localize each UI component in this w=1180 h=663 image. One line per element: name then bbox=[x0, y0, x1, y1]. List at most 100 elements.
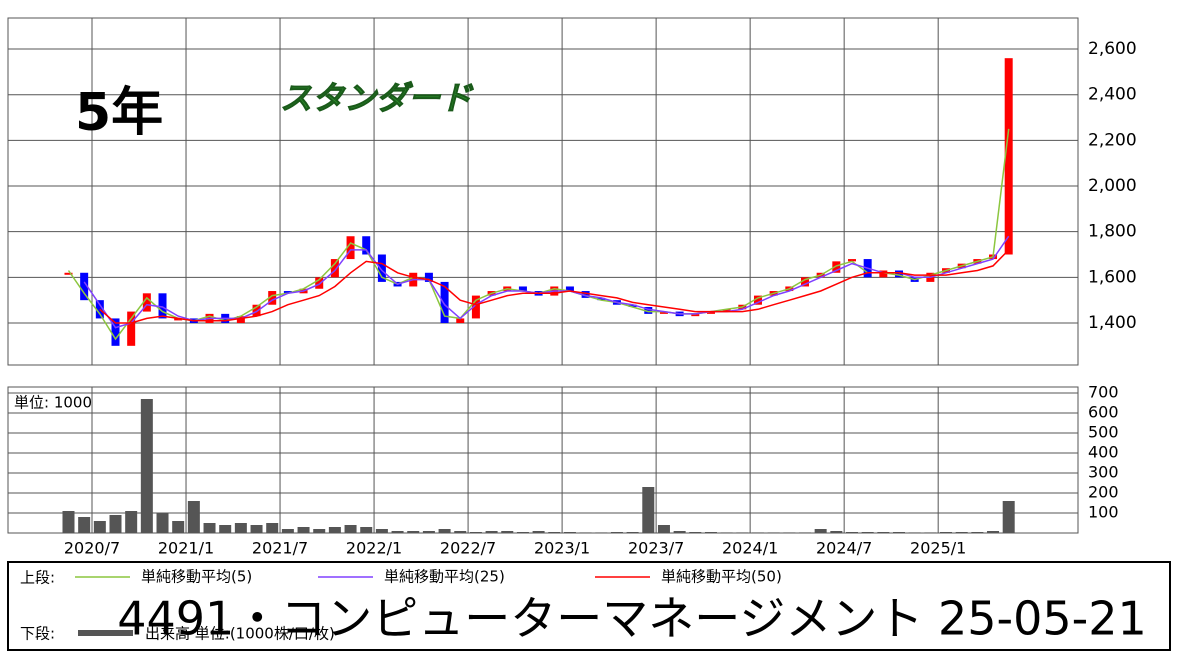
volume-bar bbox=[266, 523, 279, 533]
candle bbox=[236, 316, 245, 323]
volume-bar bbox=[250, 525, 263, 533]
price-panel bbox=[7, 17, 1079, 366]
x-tick-label: 2022/1 bbox=[346, 539, 402, 558]
volume-bar bbox=[689, 532, 702, 533]
candle bbox=[832, 261, 841, 273]
candle bbox=[315, 277, 324, 289]
candle bbox=[628, 304, 637, 308]
candle bbox=[518, 286, 527, 292]
volume-bar bbox=[877, 532, 890, 533]
y-tick-label: 200 bbox=[1088, 483, 1119, 502]
volume-bar bbox=[469, 532, 482, 533]
candle bbox=[158, 293, 167, 319]
legend-label: 単純移動平均(50) bbox=[661, 568, 782, 586]
candle bbox=[879, 270, 888, 278]
x-tick-label: 2020/7 bbox=[64, 539, 120, 558]
volume-bar bbox=[532, 531, 545, 533]
volume-bar bbox=[407, 531, 420, 533]
volume-bar bbox=[187, 501, 200, 533]
volume-bar bbox=[893, 532, 906, 533]
candle bbox=[283, 291, 292, 294]
volume-bar bbox=[908, 532, 921, 533]
market-label: スタンダード bbox=[280, 79, 474, 117]
volume-bar bbox=[172, 521, 185, 533]
candle bbox=[471, 295, 480, 319]
volume-bar bbox=[501, 531, 514, 533]
y-tick-label: 400 bbox=[1088, 443, 1119, 462]
volume-bar bbox=[438, 529, 451, 533]
legend-swatch bbox=[78, 630, 133, 636]
candle bbox=[252, 304, 261, 317]
unit-label: 単位: 1000 bbox=[14, 394, 92, 412]
candle bbox=[268, 291, 277, 305]
candle bbox=[706, 311, 715, 314]
volume-bar bbox=[328, 527, 341, 533]
volume-bar bbox=[125, 511, 138, 533]
volume-bar bbox=[704, 532, 717, 533]
volume-bar bbox=[924, 532, 937, 533]
y-tick-label: 700 bbox=[1088, 383, 1119, 402]
candle bbox=[597, 297, 606, 301]
candle bbox=[1004, 58, 1013, 255]
x-tick-label: 2024/7 bbox=[816, 539, 872, 558]
volume-bar bbox=[830, 531, 843, 533]
volume-bar bbox=[313, 529, 326, 533]
volume-bar bbox=[109, 515, 122, 533]
volume-bar bbox=[360, 527, 373, 533]
ma-line bbox=[99, 249, 1010, 324]
volume-bar bbox=[579, 532, 592, 533]
volume-bar bbox=[203, 523, 216, 533]
volume-bar bbox=[1002, 501, 1015, 533]
chart-title: 4491・コンピューターマネージメント 25-05-21 bbox=[117, 592, 1147, 646]
legend-lower-label: 下段: bbox=[20, 625, 55, 643]
candle bbox=[127, 311, 136, 346]
volume-bar bbox=[93, 521, 106, 533]
x-tick-label: 2023/1 bbox=[534, 539, 590, 558]
y-tick-label: 2,600 bbox=[1088, 39, 1137, 59]
y-tick-label: 1,800 bbox=[1088, 222, 1137, 242]
volume-bar bbox=[595, 532, 608, 533]
legend-upper-label: 上段: bbox=[20, 569, 55, 587]
volume-bar bbox=[156, 513, 169, 533]
volume-bar bbox=[485, 531, 498, 533]
x-tick-label: 2022/7 bbox=[440, 539, 496, 558]
volume-bar bbox=[548, 532, 561, 533]
volume-bar bbox=[642, 487, 655, 533]
volume-bar bbox=[845, 532, 858, 533]
candle bbox=[111, 318, 120, 346]
candle bbox=[800, 277, 809, 287]
volume-bar bbox=[454, 531, 467, 533]
volume-bar bbox=[626, 532, 639, 533]
volume-bar bbox=[375, 529, 388, 533]
volume-bar bbox=[940, 532, 953, 533]
y-tick-label: 2,400 bbox=[1088, 85, 1137, 105]
volume-bar bbox=[422, 531, 435, 533]
volume-bar bbox=[391, 531, 404, 533]
volume-bar bbox=[971, 532, 984, 533]
volume-bar bbox=[563, 532, 576, 533]
candle bbox=[691, 313, 700, 317]
y-tick-label: 300 bbox=[1088, 463, 1119, 482]
legend-label: 単純移動平均(5) bbox=[141, 568, 252, 586]
candle bbox=[440, 281, 449, 323]
candle bbox=[722, 309, 731, 312]
volume-bar bbox=[814, 529, 827, 533]
candle bbox=[346, 236, 355, 260]
x-tick-label: 2021/7 bbox=[252, 539, 308, 558]
volume-bar bbox=[234, 523, 247, 533]
candle bbox=[644, 307, 653, 314]
candle bbox=[581, 291, 590, 298]
volume-bar bbox=[297, 527, 310, 533]
y-tick-label: 2,200 bbox=[1088, 130, 1137, 150]
y-tick-label: 2,000 bbox=[1088, 176, 1137, 196]
candle bbox=[456, 318, 465, 323]
y-tick-label: 600 bbox=[1088, 403, 1119, 422]
volume-panel bbox=[7, 386, 1079, 534]
y-tick-label: 1,400 bbox=[1088, 313, 1137, 333]
candle bbox=[330, 259, 339, 278]
volume-bar bbox=[736, 532, 749, 533]
y-tick-label: 100 bbox=[1088, 503, 1119, 522]
candle bbox=[377, 254, 386, 282]
volume-bar bbox=[861, 532, 874, 533]
